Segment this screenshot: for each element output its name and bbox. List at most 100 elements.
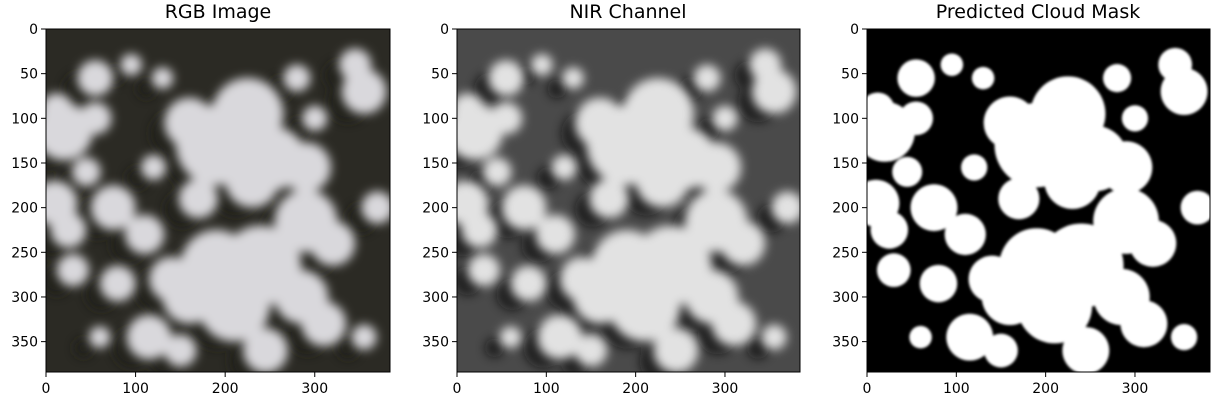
axis-ticks-rgb: 0 100 200 300 0 50 100 150 200 250 300 350 xyxy=(11,22,328,397)
cloud-blob xyxy=(301,301,347,347)
y-tick-label: 200 xyxy=(11,201,38,217)
x-tick-label: 0 xyxy=(42,381,51,397)
y-tick-label: 250 xyxy=(832,245,859,261)
x-tick-label: 0 xyxy=(453,381,462,397)
panel-title-rgb: RGB Image xyxy=(165,1,272,23)
y-tick-label: 100 xyxy=(422,111,449,127)
y-tick-label: 350 xyxy=(11,335,38,351)
cloud-blob xyxy=(531,54,553,76)
cloud-blob xyxy=(1121,105,1149,132)
cloud-blob xyxy=(919,264,958,303)
x-tick-label: 200 xyxy=(1032,381,1059,397)
cloud-blob xyxy=(56,254,89,287)
cloud-blob xyxy=(1103,64,1132,93)
cloud-blob xyxy=(961,154,988,181)
cloud-blob xyxy=(559,256,605,302)
cloud-blob xyxy=(149,256,194,302)
cloud-blob xyxy=(89,326,111,348)
y-tick-label: 0 xyxy=(440,22,449,38)
y-tick-label: 150 xyxy=(832,156,859,172)
cloud-blob xyxy=(899,101,934,136)
cloud-blob xyxy=(944,213,986,256)
y-tick-label: 0 xyxy=(850,22,859,38)
cloud-blob xyxy=(867,92,895,127)
panel-title-mask: Predicted Cloud Mask xyxy=(936,1,1140,23)
cloud-blob xyxy=(574,97,625,148)
cloud-blob xyxy=(77,60,114,97)
cloud-blob xyxy=(302,105,328,131)
cloud-blob xyxy=(537,314,583,360)
cloud-blob xyxy=(940,53,964,76)
axes-frame-mask xyxy=(866,28,1211,373)
axis-ticks-nir: 0 100 200 300 0 50 100 150 200 250 300 350 xyxy=(422,22,738,397)
y-tick-label: 350 xyxy=(832,335,859,351)
cloud-blob xyxy=(711,301,757,347)
cloud-blob xyxy=(46,93,73,126)
cloud-blob xyxy=(124,214,165,255)
cloud-blob xyxy=(1129,219,1177,267)
cloud-blob xyxy=(50,212,87,248)
rgb-image xyxy=(46,29,390,372)
cloud-blob xyxy=(1120,300,1168,348)
cloud-blob xyxy=(712,105,738,131)
x-tick-label: 100 xyxy=(122,381,149,397)
cloud-blob xyxy=(338,48,372,81)
cloud-blob xyxy=(971,66,995,90)
cloud-blob xyxy=(151,67,174,89)
cloud-blob xyxy=(120,53,142,76)
cloud-blob xyxy=(164,97,215,148)
y-tick-label: 150 xyxy=(422,156,449,172)
cloud-blob xyxy=(79,102,112,135)
cloud-blob xyxy=(488,60,524,96)
cloud-blob xyxy=(71,157,101,187)
cloud-blob xyxy=(198,270,270,342)
cloud-blob xyxy=(574,334,608,367)
axis-ticks-mask: 0 100 200 300 0 50 100 150 200 250 300 350 xyxy=(832,22,1148,397)
cloud-shadow xyxy=(547,79,567,99)
cloud-blob xyxy=(608,270,681,342)
cloud-blob xyxy=(1170,324,1198,351)
cloud-blob xyxy=(243,328,288,372)
cloud-blob xyxy=(635,154,690,208)
cloud-blob xyxy=(457,93,484,126)
cloud-blob xyxy=(501,185,547,230)
cloud-blob xyxy=(140,154,167,180)
cloud-blob xyxy=(126,314,172,360)
x-tick-label: 200 xyxy=(212,381,239,397)
x-tick-label: 100 xyxy=(943,381,970,397)
cloud-blob xyxy=(1158,47,1193,82)
cloud-mask-image xyxy=(867,29,1210,372)
cloud-blob xyxy=(897,59,935,97)
nir-image xyxy=(457,29,800,372)
y-tick-label: 300 xyxy=(11,290,38,306)
y-tick-label: 150 xyxy=(11,156,38,172)
cloud-blob xyxy=(283,64,311,92)
x-tick-label: 200 xyxy=(622,381,649,397)
cloud-blob xyxy=(909,325,932,349)
cloud-blob xyxy=(876,253,911,288)
cloud-shadow xyxy=(73,338,94,358)
y-tick-label: 0 xyxy=(29,22,38,38)
cloud-blob xyxy=(946,313,994,361)
cloud-blob xyxy=(1044,152,1101,209)
panel-nir-channel: NIR Channel 0 100 200 300 0 50 100 150 200 250 300… xyxy=(422,1,801,397)
y-tick-label: 250 xyxy=(11,245,38,261)
cloud-blob xyxy=(467,254,500,287)
cloud-blob xyxy=(983,96,1037,150)
x-tick-label: 100 xyxy=(533,381,560,397)
cloud-blob xyxy=(892,156,923,187)
cloud-blob xyxy=(351,324,377,350)
cloud-blob xyxy=(535,214,575,255)
panel-title-nir: NIR Channel xyxy=(569,1,686,23)
cloud-blob xyxy=(490,102,523,135)
cloud-blob xyxy=(461,212,498,248)
y-tick-label: 350 xyxy=(422,335,449,351)
y-tick-label: 50 xyxy=(431,67,449,83)
x-tick-label: 300 xyxy=(712,381,739,397)
panel-rgb-image: RGB Image 0 100 200 300 0 50 100 150 200 250 300 35… xyxy=(11,1,391,397)
cloud-blob xyxy=(870,211,909,249)
cloud-blob xyxy=(984,333,1018,368)
cloud-blob xyxy=(99,265,136,302)
cloud-blob xyxy=(164,334,197,367)
